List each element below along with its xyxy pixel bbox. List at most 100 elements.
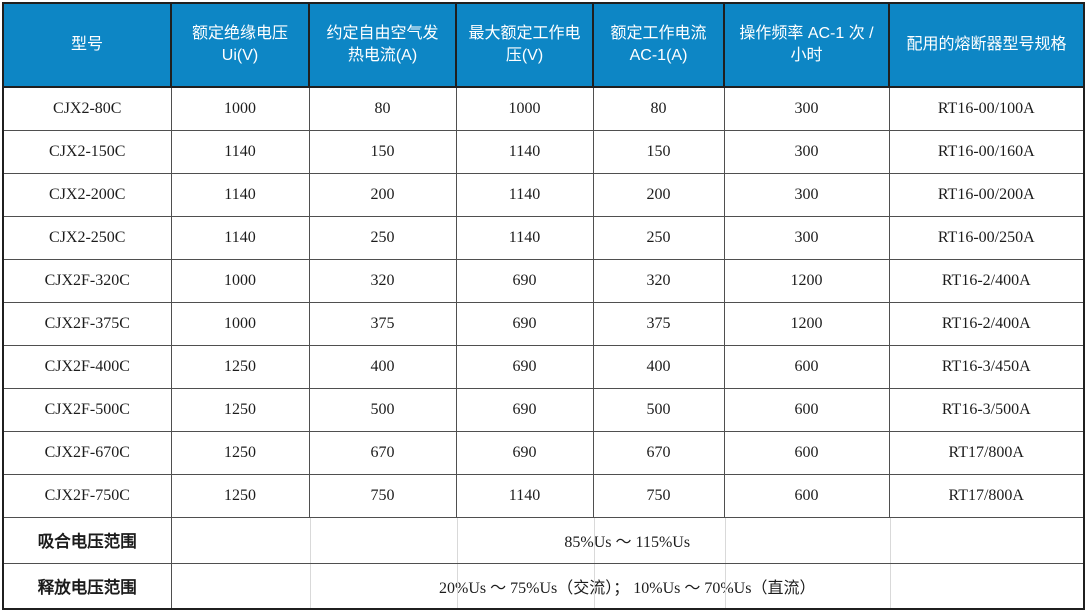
table-cell: 150 (592, 129, 725, 174)
table-cell: CJX2-200C (2, 172, 172, 217)
table-cell: 1140 (455, 473, 594, 518)
pickup-voltage-label: 吸合电压范围 (2, 516, 172, 564)
table-cell: 150 (308, 129, 457, 174)
column-separator (593, 563, 595, 608)
table-cell: RT16-00/100A (888, 86, 1085, 131)
table-cell: 300 (723, 172, 890, 217)
table-cell: CJX2F-500C (2, 387, 172, 432)
table-cell: 1000 (170, 258, 310, 303)
table-cell: 80 (592, 86, 725, 131)
table-cell: 750 (592, 473, 725, 518)
table-row: CJX2F-500C 1250 500 690 500 600 RT16-3/500A (2, 387, 1085, 432)
table-cell: RT16-3/500A (888, 387, 1085, 432)
table-cell: RT16-2/400A (888, 301, 1085, 346)
release-voltage-value: 20%Us ～ 75%Us（交流）； 10%Us ～ 70%Us（直流） (170, 562, 1085, 610)
table-row: CJX2F-375C 1000 375 690 375 1200 RT16-2/400A (2, 301, 1085, 346)
release-voltage-text: 20%Us ～ 75%Us（交流）； 10%Us ～ 70%Us（直流） (439, 579, 816, 597)
release-voltage-row: 释放电压范围 20%Us ～ 75%Us（交流）； 10%Us ～ 70%Us（… (2, 562, 1085, 610)
table-cell: 400 (592, 344, 725, 389)
header-cell-thermal-current: 约定自由空气发热电流(A) (308, 2, 457, 88)
header-row: 型号 额定绝缘电压 Ui(V) 约定自由空气发热电流(A) 最大额定工作电压(V… (2, 2, 1085, 88)
table-row: CJX2F-750C 1250 750 1140 750 600 RT17/800A (2, 473, 1085, 518)
table-row: CJX2-200C 1140 200 1140 200 300 RT16-00/200A (2, 172, 1085, 217)
table-header: 型号 额定绝缘电压 Ui(V) 约定自由空气发热电流(A) 最大额定工作电压(V… (2, 2, 1085, 88)
table-cell: 500 (308, 387, 457, 432)
header-cell-insulation-voltage: 额定绝缘电压 Ui(V) (170, 2, 310, 88)
table-cell: RT16-00/250A (888, 215, 1085, 260)
table-cell: 500 (592, 387, 725, 432)
table-cell: CJX2-80C (2, 86, 172, 131)
table-cell: CJX2F-375C (2, 301, 172, 346)
table-cell: 670 (308, 430, 457, 475)
table-cell: 300 (723, 129, 890, 174)
table-cell: RT16-00/200A (888, 172, 1085, 217)
table-body: CJX2-80C 1000 80 1000 80 300 RT16-00/100A CJX2-… (2, 86, 1085, 610)
table-cell: CJX2F-320C (2, 258, 172, 303)
table-cell: 300 (723, 215, 890, 260)
table-cell: 600 (723, 344, 890, 389)
header-cell-model: 型号 (2, 2, 172, 88)
pickup-voltage-value: 85%Us ～ 115%Us (170, 516, 1085, 564)
column-separator (456, 563, 458, 608)
table-cell: 690 (455, 430, 594, 475)
table-cell: 690 (455, 387, 594, 432)
header-cell-operating-frequency: 操作频率 AC-1 次 / 小时 (723, 2, 890, 88)
release-voltage-label: 释放电压范围 (2, 562, 172, 610)
table-cell: 375 (308, 301, 457, 346)
table-cell: 1250 (170, 430, 310, 475)
pickup-voltage-text: 85%Us ～ 115%Us (564, 534, 691, 551)
table-cell: 750 (308, 473, 457, 518)
table-cell: RT16-3/450A (888, 344, 1085, 389)
table-cell: 1000 (455, 86, 594, 131)
pickup-voltage-row: 吸合电压范围 85%Us ～ 115%Us (2, 516, 1085, 564)
header-cell-fuse-spec: 配用的熔断器型号规格 (888, 2, 1085, 88)
table-cell: 1250 (170, 387, 310, 432)
table-row: CJX2-80C 1000 80 1000 80 300 RT16-00/100A (2, 86, 1085, 131)
table-cell: 1000 (170, 86, 310, 131)
column-separator (593, 517, 595, 563)
table-cell: RT16-2/400A (888, 258, 1085, 303)
table-cell: CJX2F-400C (2, 344, 172, 389)
table-cell: 1140 (170, 172, 310, 217)
column-separator (889, 563, 891, 608)
table-cell: CJX2F-670C (2, 430, 172, 475)
table-cell: RT17/800A (888, 473, 1085, 518)
header-cell-max-working-voltage: 最大额定工作电压(V) (455, 2, 594, 88)
table-cell: 600 (723, 430, 890, 475)
table-cell: 375 (592, 301, 725, 346)
table-cell: CJX2-150C (2, 129, 172, 174)
table-row: CJX2-250C 1140 250 1140 250 300 RT16-00/250A (2, 215, 1085, 260)
table-cell: 250 (308, 215, 457, 260)
table-cell: 1140 (455, 129, 594, 174)
table-cell: 690 (455, 301, 594, 346)
table-cell: 690 (455, 344, 594, 389)
table-cell: 1140 (455, 172, 594, 217)
table-cell: 1140 (170, 215, 310, 260)
column-separator (724, 517, 726, 563)
table-cell: 1000 (170, 301, 310, 346)
table-cell: 320 (592, 258, 725, 303)
table-cell: 670 (592, 430, 725, 475)
column-separator (309, 517, 311, 563)
table-cell: CJX2-250C (2, 215, 172, 260)
table-cell: 320 (308, 258, 457, 303)
column-separator (889, 517, 891, 563)
table-cell: 600 (723, 473, 890, 518)
table-cell: 1140 (170, 129, 310, 174)
table-cell: 1200 (723, 258, 890, 303)
table-cell: CJX2F-750C (2, 473, 172, 518)
table-cell: 80 (308, 86, 457, 131)
header-cell-working-current: 额定工作电流 AC-1(A) (592, 2, 725, 88)
table-cell: 400 (308, 344, 457, 389)
table-cell: 1250 (170, 473, 310, 518)
table-cell: 250 (592, 215, 725, 260)
table-cell: 1140 (455, 215, 594, 260)
table-cell: 300 (723, 86, 890, 131)
table-cell: 1250 (170, 344, 310, 389)
column-separator (456, 517, 458, 563)
table-row: CJX2F-400C 1250 400 690 400 600 RT16-3/450A (2, 344, 1085, 389)
table-cell: 200 (592, 172, 725, 217)
table-row: CJX2F-670C 1250 670 690 670 600 RT17/800A (2, 430, 1085, 475)
